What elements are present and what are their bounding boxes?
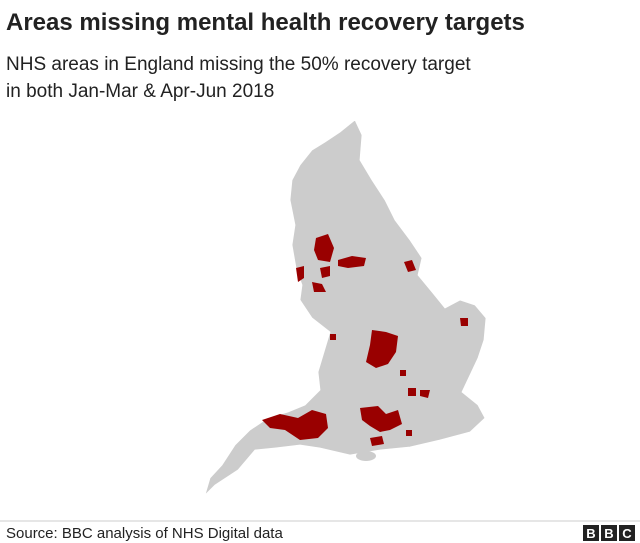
bbc-logo: B B C bbox=[583, 525, 635, 541]
area bbox=[360, 406, 402, 432]
isle-of-wight bbox=[356, 451, 376, 461]
logo-letter: B bbox=[604, 526, 613, 541]
subtitle: NHS areas in England missing the 50% rec… bbox=[6, 54, 471, 75]
england-outline bbox=[204, 119, 487, 496]
area bbox=[262, 410, 328, 440]
logo-letter: C bbox=[622, 526, 632, 541]
logo-letter: B bbox=[586, 526, 595, 541]
highlighted-areas bbox=[262, 234, 468, 446]
area bbox=[366, 330, 398, 368]
area bbox=[408, 388, 416, 396]
area bbox=[406, 430, 412, 436]
area bbox=[330, 334, 336, 340]
source: Source: BBC analysis of NHS Digital data bbox=[6, 525, 283, 542]
england-map bbox=[204, 119, 487, 496]
area bbox=[400, 370, 406, 376]
subtitle: in both Jan-Mar & Apr-Jun 2018 bbox=[6, 81, 274, 102]
logo-box bbox=[619, 525, 635, 541]
title: Areas missing mental health recovery tar… bbox=[6, 9, 525, 36]
logo-box bbox=[583, 525, 599, 541]
logo-box bbox=[601, 525, 617, 541]
area bbox=[370, 436, 384, 446]
area bbox=[314, 234, 334, 262]
area bbox=[420, 390, 430, 398]
area bbox=[404, 260, 416, 272]
area bbox=[312, 282, 326, 292]
area bbox=[460, 318, 468, 326]
area bbox=[338, 256, 366, 268]
area bbox=[296, 266, 304, 282]
area bbox=[320, 266, 330, 278]
